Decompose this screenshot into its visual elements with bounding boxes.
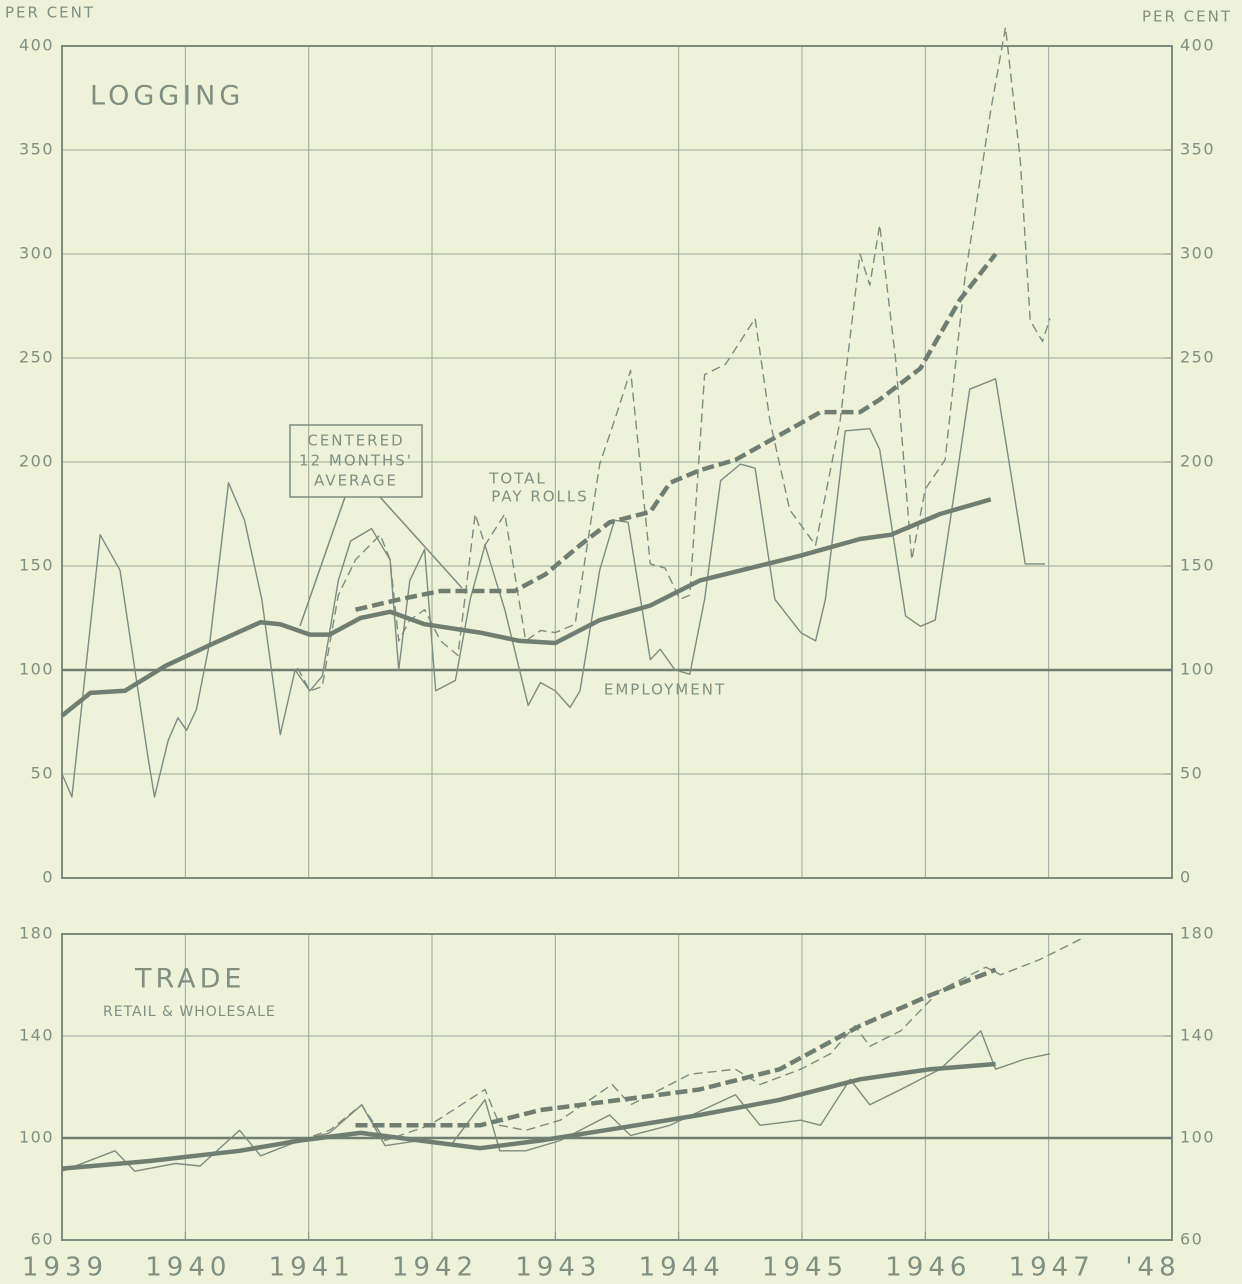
y-tick-label: 300 [19,244,54,263]
x-tick-label: 1944 [639,1253,725,1283]
series-line [61,378,1045,798]
annotation-box [289,424,423,498]
series-line [354,252,998,612]
series-line [61,1061,996,1171]
panel-subtitle: RETAIL & WHOLESALE [103,1004,276,1020]
y2-tick-label: 100 [1180,660,1215,679]
panel-title: LOGGING [90,81,244,112]
annotation: AVERAGE [314,472,398,490]
x-tick-label: 1943 [515,1253,601,1283]
x-tick-label: 1939 [22,1253,108,1283]
y2-tick-label: 300 [1180,244,1215,263]
y2-tick-label: 250 [1180,348,1215,367]
y2-tick-label: 0 [1180,868,1192,887]
y-tick-label: 50 [31,764,54,783]
y2-tick-label: 180 [1180,924,1215,943]
x-tick-label: 1940 [145,1253,231,1283]
y-axis-label: PER CENT [5,4,95,22]
y-tick-label: 140 [19,1026,54,1045]
x-tick-label: 1947 [1009,1253,1095,1283]
y-tick-label: 350 [19,140,54,159]
series-line [299,938,1082,1142]
y2-tick-label: 100 [1180,1128,1215,1147]
y-tick-label: 60 [31,1230,54,1249]
y2-tick-label: 60 [1180,1230,1203,1249]
y-tick-label: 400 [19,36,54,55]
series-line [61,1030,1051,1172]
y2-tick-label: 400 [1180,36,1215,55]
x-tick-label: 1941 [269,1253,355,1283]
x-tick-label: '48 [1125,1253,1180,1283]
y2-tick-label: 140 [1180,1026,1215,1045]
annotation: 12 MONTHS' [299,452,413,470]
series-line [296,26,1051,692]
annotation-arrow [299,496,346,627]
plot-frame [61,45,1173,879]
y2-tick-label: 350 [1180,140,1215,159]
x-tick-label: 1945 [762,1253,848,1283]
y-tick-label: 150 [19,556,54,575]
y2-axis-label: PER CENT [1142,8,1232,26]
annotation-arrow [379,496,463,589]
y-tick-label: 180 [19,924,54,943]
annotation: TOTAL [488,470,547,488]
y-tick-label: 200 [19,452,54,471]
y2-tick-label: 50 [1180,764,1203,783]
series-line [60,497,992,718]
y2-tick-label: 150 [1180,556,1215,575]
panel-title: TRADE [134,964,245,995]
y-tick-label: 0 [42,868,54,887]
annotation: EMPLOYMENT [604,681,726,699]
x-tick-label: 1942 [392,1253,478,1283]
x-tick-label: 1946 [885,1253,971,1283]
y-tick-label: 100 [19,1128,54,1147]
y-tick-label: 100 [19,660,54,679]
y-tick-label: 250 [19,348,54,367]
annotation: PAY ROLLS [491,488,589,506]
plot-frame [61,933,1173,1241]
annotation: CENTERED [307,432,404,450]
series-line [355,967,997,1128]
y2-tick-label: 200 [1180,452,1215,471]
